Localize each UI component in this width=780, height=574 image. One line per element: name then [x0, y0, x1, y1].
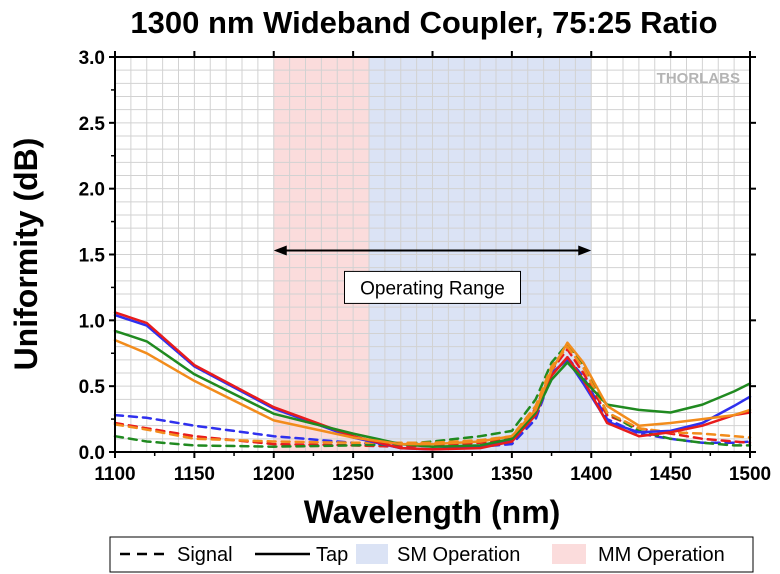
series-tap-3	[113, 338, 752, 446]
operating-range-label-box	[344, 270, 521, 304]
legend-mm-label: MM Operation	[598, 544, 725, 566]
y-tick-label: 0.0	[79, 443, 105, 464]
x-tick-label: 1500	[729, 464, 771, 485]
gridlines	[115, 57, 750, 452]
legend-mm-swatch	[552, 544, 586, 564]
x-tick-label: 1450	[649, 464, 691, 485]
legend: Signal Tap SM Operation MM Operation	[109, 536, 754, 573]
y-tick-label: 1.0	[79, 311, 105, 332]
x-axis-label: Wavelength (nm)	[304, 494, 561, 530]
chart-title: 1300 nm Wideband Coupler, 75:25 Ratio	[130, 5, 717, 40]
y-tick-label: 0.5	[79, 377, 106, 398]
legend-sm-swatch	[356, 544, 388, 564]
x-tick-label: 1150	[174, 464, 215, 485]
x-tick-label: 1350	[491, 464, 533, 485]
legend-tap-label: Tap	[316, 544, 348, 566]
axis-ticks: 1100 1150 1200 1250 1300 1350 1400 1450 1500 0.0 0…	[79, 48, 772, 485]
y-tick-label: 3.0	[79, 48, 105, 69]
series-signal-6	[113, 342, 752, 448]
x-tick-label: 1200	[253, 464, 295, 485]
thorlabs-logo: THORLABS	[657, 70, 740, 87]
operating-range-annotation: Operating Range	[273, 245, 592, 304]
legend-sm-label: SM Operation	[397, 544, 520, 566]
y-tick-label: 2.0	[79, 180, 105, 201]
x-tick-label: 1300	[411, 464, 453, 485]
y-tick-label: 2.5	[79, 114, 106, 135]
series-tap-2	[113, 329, 752, 448]
y-tick-label: 1.5	[79, 246, 106, 267]
x-tick-label: 1100	[94, 464, 135, 485]
logo-text: THORLABS	[657, 70, 740, 87]
series-tap-1	[113, 311, 752, 451]
operating-range-label: Operating Range	[360, 278, 505, 299]
y-axis-label: Uniformity (dB)	[8, 138, 44, 371]
x-tick-label: 1400	[570, 464, 612, 485]
x-tick-label: 1250	[332, 464, 374, 485]
arrowhead-right	[578, 245, 592, 256]
legend-signal-label: Signal	[177, 544, 233, 566]
legend-box	[109, 536, 754, 573]
arrowhead-left	[273, 245, 287, 256]
data-series	[113, 311, 752, 451]
